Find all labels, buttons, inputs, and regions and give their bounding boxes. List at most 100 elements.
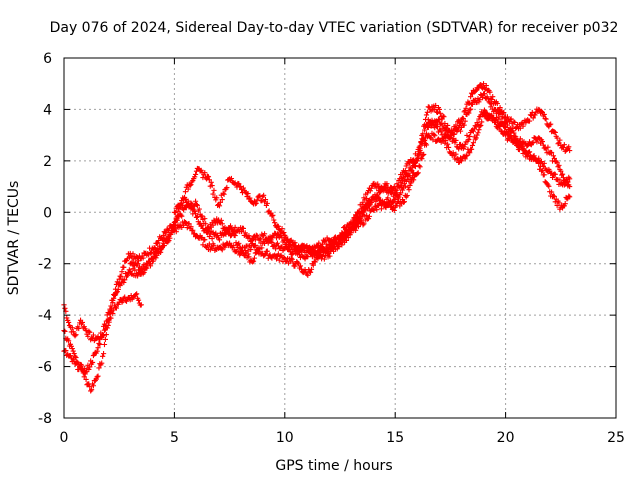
data-point — [130, 259, 136, 265]
data-point — [196, 206, 202, 212]
data-point — [121, 264, 127, 270]
data-point — [469, 101, 476, 107]
data-point — [476, 127, 482, 133]
data-point — [480, 81, 487, 87]
data-point — [102, 336, 108, 343]
data-point — [159, 244, 166, 250]
data-point — [139, 268, 145, 274]
data-point — [380, 186, 386, 192]
data-point — [70, 329, 76, 335]
y-tick-label: 2 — [43, 154, 52, 170]
x-tick-label: 5 — [170, 430, 179, 446]
data-point — [267, 252, 273, 258]
data-point — [152, 245, 158, 252]
data-point — [154, 240, 160, 246]
data-point — [554, 160, 560, 166]
data-point — [275, 251, 281, 257]
data-point — [193, 201, 200, 208]
data-point — [224, 184, 230, 191]
data-point — [477, 123, 483, 129]
data-point — [365, 198, 372, 204]
data-point — [554, 135, 560, 141]
data-point — [536, 160, 542, 167]
data-point — [160, 232, 166, 239]
data-point — [402, 183, 408, 189]
data-point — [557, 137, 563, 143]
data-point — [115, 286, 121, 292]
data-point — [238, 228, 245, 235]
data-point — [395, 195, 401, 201]
data-point — [251, 255, 258, 261]
data-point — [421, 151, 427, 158]
data-point — [274, 240, 281, 246]
data-point — [556, 200, 562, 206]
data-point — [353, 227, 359, 233]
chart-title: Day 076 of 2024, Sidereal Day-to-day VTE… — [50, 20, 619, 36]
data-point — [284, 237, 291, 243]
data-point — [305, 272, 311, 278]
data-point — [185, 186, 191, 192]
data-point — [328, 246, 334, 252]
data-point — [319, 253, 325, 259]
data-point — [223, 231, 229, 237]
data-point — [552, 199, 558, 205]
data-point — [259, 245, 265, 251]
data-point — [145, 250, 151, 257]
data-point — [216, 203, 223, 209]
y-tick-label: -6 — [38, 360, 52, 376]
data-point — [100, 353, 106, 359]
data-point — [99, 334, 105, 341]
data-point — [199, 223, 205, 229]
data-point — [167, 231, 173, 238]
data-point — [419, 156, 425, 162]
data-point — [365, 190, 371, 196]
data-point — [184, 225, 190, 231]
data-point — [96, 340, 102, 347]
data-point — [269, 239, 275, 246]
data-point — [342, 234, 348, 241]
data-point — [316, 240, 322, 246]
data-point — [556, 140, 562, 146]
data-point — [468, 106, 474, 112]
data-point — [198, 235, 204, 241]
data-point — [418, 155, 424, 161]
data-point — [257, 193, 263, 199]
data-point — [70, 348, 76, 354]
data-point — [359, 201, 365, 208]
data-point — [464, 152, 470, 159]
data-point — [488, 113, 494, 119]
data-point — [178, 212, 184, 218]
data-point — [111, 295, 117, 301]
data-point — [457, 128, 464, 134]
data-point — [66, 338, 72, 344]
data-point — [430, 137, 436, 143]
data-point — [378, 206, 384, 212]
data-point — [261, 252, 268, 258]
data-point — [559, 172, 565, 178]
data-point — [250, 259, 256, 265]
data-point — [395, 183, 401, 189]
data-point — [106, 310, 112, 316]
data-point — [418, 138, 424, 145]
x-tick-label: 15 — [386, 430, 404, 446]
data-point — [188, 182, 194, 188]
data-point — [398, 190, 404, 196]
data-point — [441, 114, 447, 120]
data-point — [192, 171, 199, 178]
data-point — [83, 369, 89, 375]
data-point — [113, 290, 120, 296]
data-point — [517, 125, 523, 131]
data-point — [367, 201, 373, 207]
data-point — [275, 223, 281, 229]
data-point — [194, 214, 200, 220]
data-point — [364, 212, 370, 218]
data-point — [461, 122, 467, 128]
data-point — [536, 106, 542, 113]
data-point — [548, 121, 554, 127]
data-point — [262, 196, 269, 203]
data-point — [467, 150, 473, 156]
data-point — [504, 122, 511, 128]
data-point — [551, 193, 557, 199]
data-points — [61, 81, 573, 394]
data-point — [466, 110, 472, 116]
